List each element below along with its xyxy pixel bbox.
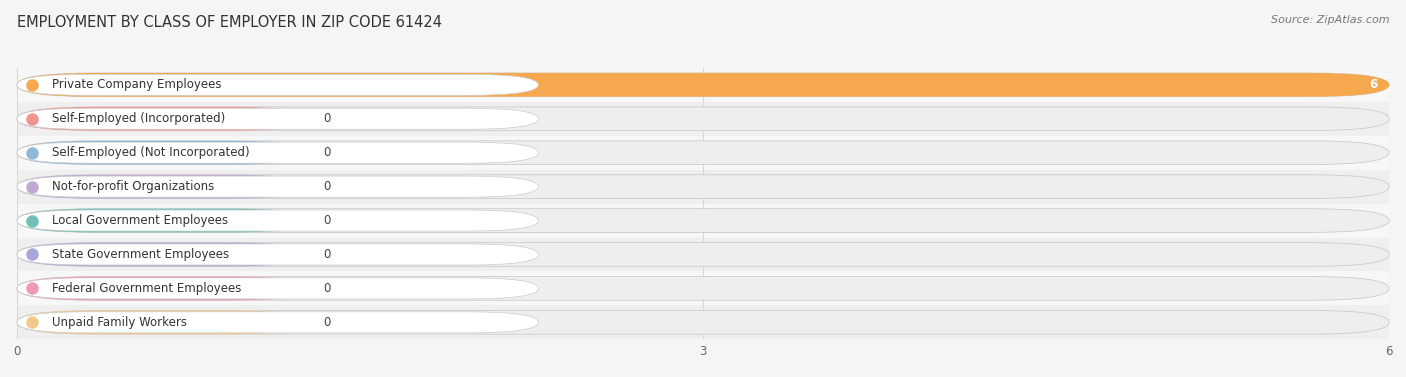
FancyBboxPatch shape [17,312,538,333]
Bar [17,102,1389,136]
FancyBboxPatch shape [17,209,312,232]
FancyBboxPatch shape [17,73,1389,97]
Bar [17,305,1389,339]
FancyBboxPatch shape [17,277,312,300]
Text: Not-for-profit Organizations: Not-for-profit Organizations [52,180,215,193]
FancyBboxPatch shape [17,107,312,131]
FancyBboxPatch shape [17,74,538,95]
FancyBboxPatch shape [17,311,1389,334]
FancyBboxPatch shape [17,142,538,163]
FancyBboxPatch shape [17,243,312,266]
Text: 0: 0 [323,214,330,227]
FancyBboxPatch shape [17,175,312,198]
FancyBboxPatch shape [17,311,312,334]
Text: Unpaid Family Workers: Unpaid Family Workers [52,316,187,329]
FancyBboxPatch shape [17,175,1389,198]
Bar [17,204,1389,238]
Text: Local Government Employees: Local Government Employees [52,214,228,227]
Text: 6: 6 [1369,78,1378,91]
Text: Self-Employed (Incorporated): Self-Employed (Incorporated) [52,112,225,125]
FancyBboxPatch shape [17,244,538,265]
FancyBboxPatch shape [17,210,538,231]
FancyBboxPatch shape [17,176,538,197]
FancyBboxPatch shape [17,108,538,129]
Bar [17,170,1389,204]
Text: 0: 0 [323,316,330,329]
FancyBboxPatch shape [17,107,1389,131]
FancyBboxPatch shape [17,277,1389,300]
Text: State Government Employees: State Government Employees [52,248,229,261]
FancyBboxPatch shape [17,278,538,299]
Text: 0: 0 [323,146,330,159]
Bar [17,68,1389,102]
Text: 0: 0 [323,248,330,261]
FancyBboxPatch shape [17,243,1389,266]
FancyBboxPatch shape [17,141,312,164]
Text: EMPLOYMENT BY CLASS OF EMPLOYER IN ZIP CODE 61424: EMPLOYMENT BY CLASS OF EMPLOYER IN ZIP C… [17,15,441,30]
Text: 0: 0 [323,112,330,125]
Text: Self-Employed (Not Incorporated): Self-Employed (Not Incorporated) [52,146,250,159]
FancyBboxPatch shape [17,209,1389,232]
Bar [17,271,1389,305]
Text: Federal Government Employees: Federal Government Employees [52,282,242,295]
FancyBboxPatch shape [17,73,1389,97]
Text: Private Company Employees: Private Company Employees [52,78,222,91]
Text: 0: 0 [323,282,330,295]
FancyBboxPatch shape [17,141,1389,164]
Bar [17,238,1389,271]
Bar [17,136,1389,170]
Text: Source: ZipAtlas.com: Source: ZipAtlas.com [1271,15,1389,25]
Text: 0: 0 [323,180,330,193]
